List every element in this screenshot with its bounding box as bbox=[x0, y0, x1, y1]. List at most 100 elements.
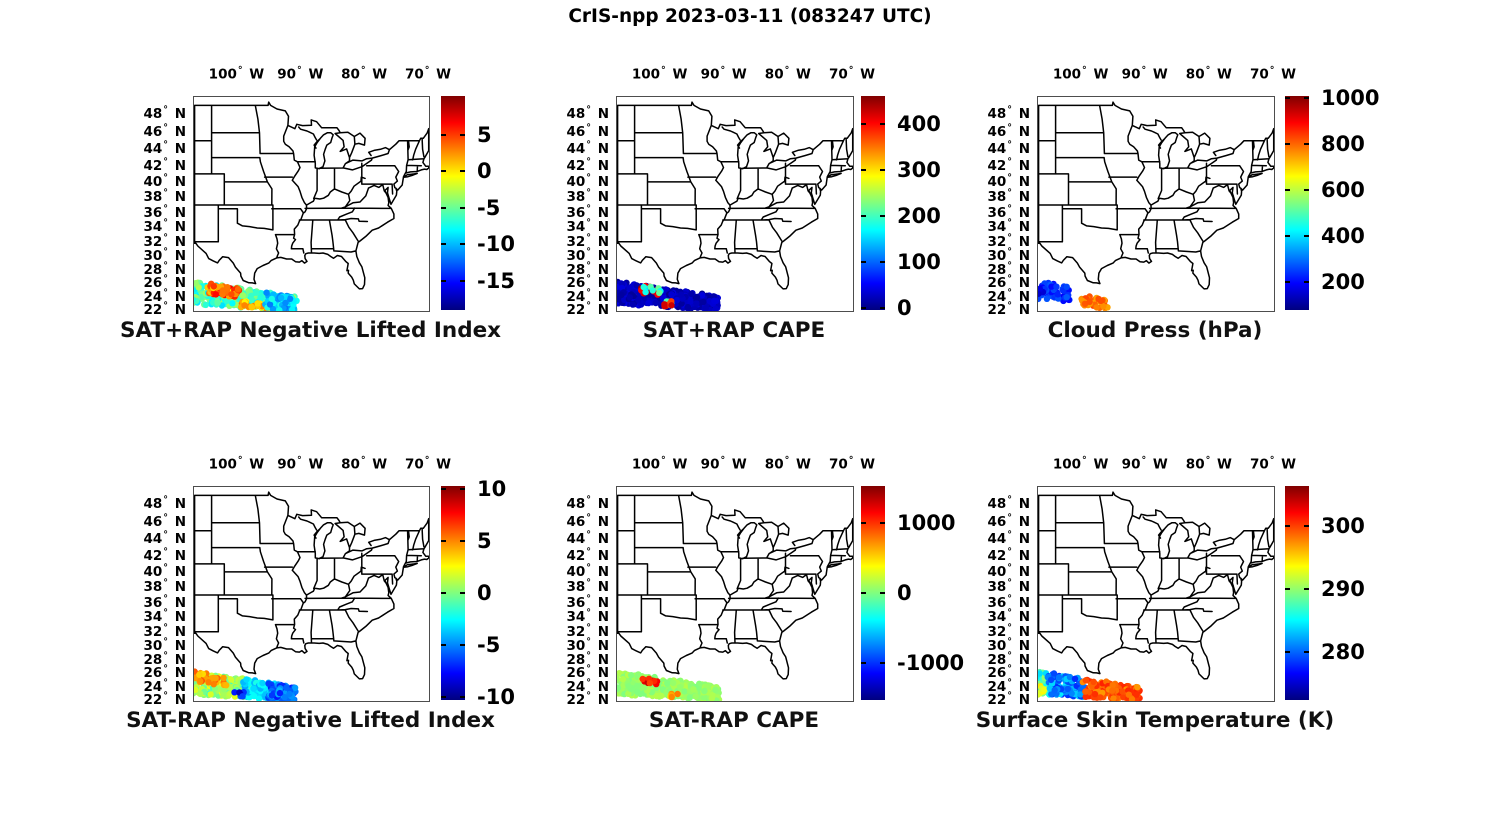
scatter-dot bbox=[250, 685, 257, 692]
scatter-dot bbox=[241, 302, 248, 309]
colorbar-tick-label: -5 bbox=[477, 632, 501, 657]
lon-tick-label: 100° W bbox=[208, 455, 265, 473]
scatter-dot bbox=[1134, 684, 1141, 691]
degree-symbol: ° bbox=[163, 299, 168, 311]
degree-symbol: ° bbox=[163, 562, 168, 574]
scatter-dot bbox=[1077, 691, 1084, 698]
colorbar-tick-mark bbox=[880, 169, 885, 172]
scatter-dot bbox=[1041, 686, 1048, 693]
scatter-dot bbox=[617, 283, 620, 291]
scatter-dot bbox=[1063, 294, 1070, 301]
scatter-dot bbox=[688, 290, 695, 298]
degree-symbol: ° bbox=[784, 65, 790, 76]
scatter-dot bbox=[259, 679, 266, 687]
scatter-dot bbox=[1120, 694, 1127, 701]
lon-tick-label: 100° W bbox=[631, 455, 688, 473]
scatter-dot bbox=[681, 688, 688, 695]
colorbar-tick-mark bbox=[880, 123, 885, 126]
scatter-dot bbox=[210, 681, 217, 688]
us-states-outline bbox=[1038, 491, 1274, 680]
colorbar-tick-mark bbox=[880, 521, 885, 524]
scatter-dot bbox=[239, 292, 247, 299]
colorbar-tick-mark bbox=[441, 206, 446, 209]
scatter-dot bbox=[712, 686, 719, 693]
degree-symbol: ° bbox=[163, 512, 168, 524]
colorbar-tick-mark bbox=[460, 170, 465, 173]
degree-symbol: ° bbox=[163, 689, 168, 701]
scatter-dot bbox=[1046, 685, 1053, 692]
lat-tick-label: 46° N bbox=[143, 512, 186, 530]
scatter-dot bbox=[673, 296, 681, 304]
lat-tick-label: 40° N bbox=[143, 562, 186, 580]
scatter-dot bbox=[625, 682, 632, 690]
degree-symbol: ° bbox=[1007, 689, 1012, 701]
degree-symbol: ° bbox=[1007, 649, 1012, 661]
lat-tick-label: 40° N bbox=[566, 172, 609, 190]
scatter-dot bbox=[205, 679, 212, 686]
lat-tick-label: 36° N bbox=[566, 592, 609, 611]
colorbar-tick-label: 1000 bbox=[897, 510, 956, 535]
scatter-dot bbox=[214, 299, 221, 307]
scatter-dot bbox=[640, 283, 647, 291]
scatter-dot bbox=[229, 300, 236, 307]
scatter-layer bbox=[1038, 279, 1111, 311]
colorbar-tick-mark bbox=[1304, 524, 1309, 527]
colorbar-tick-mark bbox=[880, 215, 885, 218]
scatter-dot bbox=[207, 691, 214, 698]
scatter-dot bbox=[1048, 283, 1055, 290]
degree-symbol: ° bbox=[1007, 187, 1012, 199]
degree-symbol: ° bbox=[848, 455, 854, 466]
colorbar-tick-mark bbox=[441, 243, 446, 246]
degree-symbol: ° bbox=[1007, 607, 1012, 619]
lat-tick-label: 38° N bbox=[143, 577, 186, 596]
lat-tick-label: 38° N bbox=[987, 577, 1030, 596]
lat-tick-label: 36° N bbox=[987, 592, 1030, 611]
degree-symbol: ° bbox=[661, 455, 666, 466]
degree-symbol: ° bbox=[586, 122, 591, 134]
scatter-dot bbox=[1082, 693, 1089, 700]
degree-symbol: ° bbox=[586, 689, 591, 701]
lat-tick-label: 42° N bbox=[143, 156, 186, 174]
degree-symbol: ° bbox=[360, 455, 366, 466]
degree-symbol: ° bbox=[163, 259, 168, 271]
lat-tick-label: 38° N bbox=[566, 187, 609, 206]
scatter-dot bbox=[1100, 303, 1107, 310]
scatter-dot bbox=[693, 300, 700, 307]
scatter-dot bbox=[266, 301, 274, 308]
colorbar-tick-label: 400 bbox=[897, 112, 941, 137]
colorbar-tick-label: 800 bbox=[1321, 132, 1365, 157]
lat-tick-label: 28° N bbox=[566, 259, 609, 278]
degree-symbol: ° bbox=[297, 455, 302, 466]
degree-symbol: ° bbox=[1007, 546, 1012, 558]
degree-symbol: ° bbox=[1082, 65, 1087, 76]
scatter-dot bbox=[250, 692, 258, 700]
degree-symbol: ° bbox=[424, 65, 430, 76]
scatter-dot bbox=[255, 695, 263, 701]
degree-symbol: ° bbox=[163, 494, 168, 506]
scatter-dot bbox=[684, 303, 692, 311]
lat-tick-label: 48° N bbox=[143, 494, 186, 513]
colorbar-tick-mark bbox=[441, 488, 446, 491]
scatter-dot bbox=[276, 689, 284, 697]
colorbar-tick-mark bbox=[880, 592, 885, 594]
scatter-dot bbox=[227, 676, 234, 683]
colorbar-tick-mark bbox=[861, 521, 866, 524]
scatter-dot bbox=[1038, 285, 1044, 293]
scatter-dot bbox=[224, 284, 231, 291]
degree-symbol: ° bbox=[1007, 529, 1012, 541]
scatter-dot bbox=[1051, 687, 1058, 694]
degree-symbol: ° bbox=[297, 65, 302, 76]
scatter-layer bbox=[617, 670, 723, 701]
scatter-dot bbox=[1097, 297, 1104, 305]
colorbar-tick-label: 5 bbox=[477, 122, 492, 147]
lat-tick-label: 30° N bbox=[987, 636, 1030, 654]
lat-tick-label: 32° N bbox=[566, 231, 609, 250]
colorbar-tick-label: 300 bbox=[897, 158, 941, 183]
scatter-layer bbox=[194, 279, 300, 311]
scatter-dot bbox=[286, 295, 294, 302]
colorbar-tick-mark bbox=[1285, 235, 1290, 238]
colorbar-tick-label: 1000 bbox=[1321, 86, 1380, 111]
scatter-dot bbox=[668, 291, 675, 298]
lat-tick-label: 22° N bbox=[987, 299, 1030, 318]
lat-tick-label: 42° N bbox=[143, 546, 186, 564]
